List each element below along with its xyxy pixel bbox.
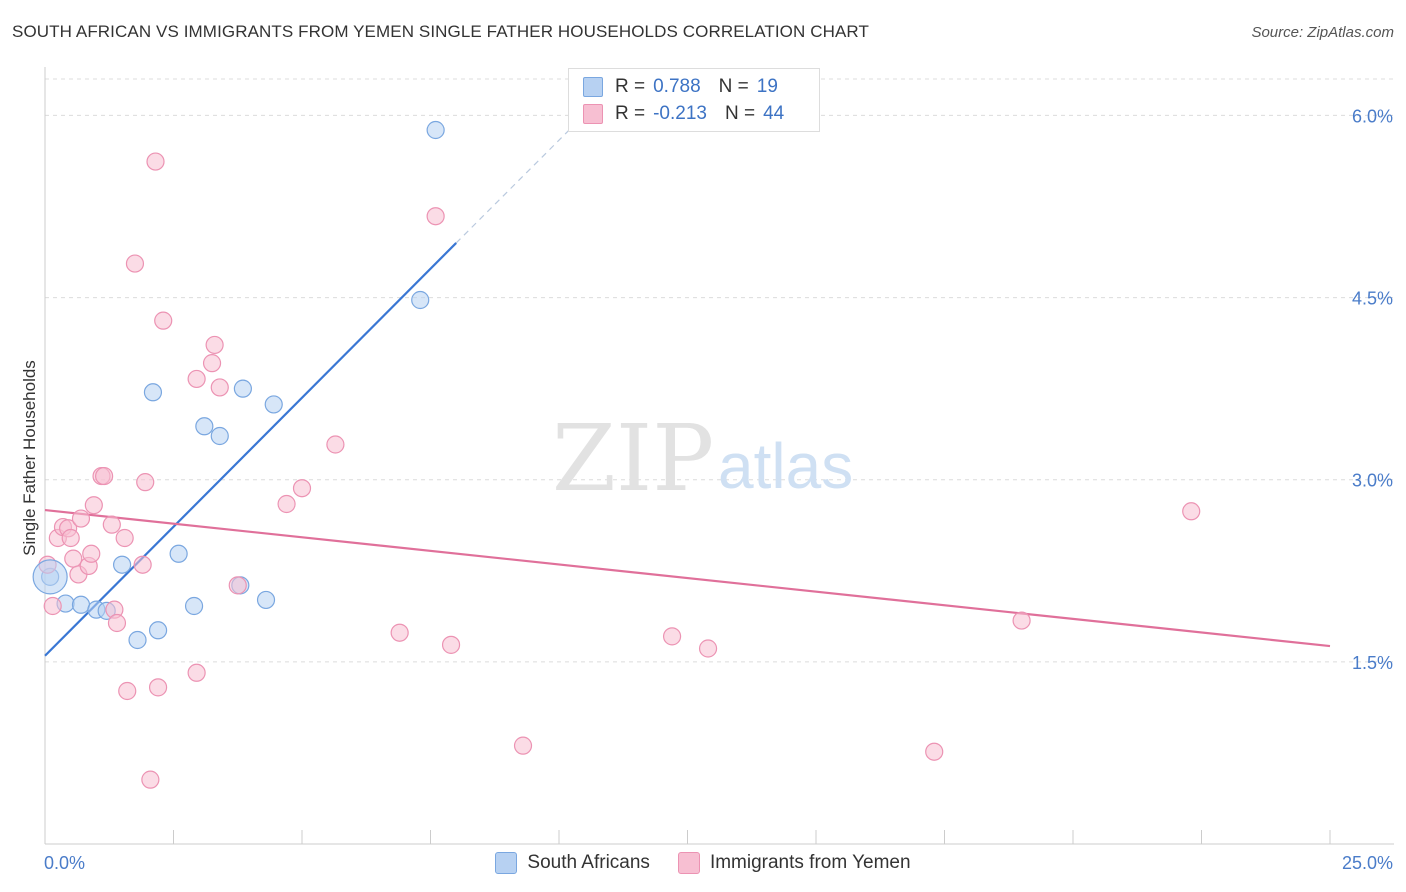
point-yemen xyxy=(107,613,127,633)
point-yemen xyxy=(148,678,168,697)
point-yemen xyxy=(71,509,91,528)
point-south-africans-cluster xyxy=(32,559,68,595)
point-yemen xyxy=(662,627,682,646)
x-tick-label: 0.0% xyxy=(44,853,85,873)
point-yemen xyxy=(136,473,155,492)
watermark-atlas: atlas xyxy=(718,430,853,502)
point-yemen xyxy=(64,549,83,568)
chart-title: SOUTH AFRICAN VS IMMIGRANTS FROM YEMEN S… xyxy=(12,22,869,41)
trend-layer xyxy=(44,108,1331,657)
point-yemen xyxy=(426,207,445,226)
trendline-south-africans xyxy=(44,242,457,657)
y-tick-label: 3.0% xyxy=(1352,471,1393,491)
point-yemen xyxy=(115,528,134,548)
legend-row-yemen: R = -0.213 N = 44 xyxy=(583,102,784,126)
x-tick-label: 25.0% xyxy=(1342,853,1393,873)
point-yemen xyxy=(141,770,160,789)
legend-n-value: 19 xyxy=(756,76,778,97)
legend-item-south-africans[interactable]: South Africans xyxy=(495,852,650,874)
point-yemen xyxy=(210,378,229,397)
point-yemen xyxy=(205,335,224,355)
point-yemen xyxy=(277,494,296,514)
point-yemen xyxy=(390,623,409,642)
legend-r-value: 0.788 xyxy=(653,76,701,97)
legend-swatch-pink xyxy=(583,104,603,124)
axis-layer: 1.5% 3.0% 4.5% 6.0% 0.0% 25.0% xyxy=(44,67,1394,873)
legend-item-yemen[interactable]: Immigrants from Yemen xyxy=(677,852,911,874)
point-yemen xyxy=(154,311,173,330)
point-south-africans xyxy=(148,621,168,640)
legend-n-value: 44 xyxy=(763,103,785,124)
point-south-africans xyxy=(169,544,188,563)
point-yemen xyxy=(1012,611,1031,630)
point-yemen xyxy=(146,152,165,171)
legend-swatch-blue xyxy=(495,852,518,874)
watermark-zip: ZIP xyxy=(552,405,714,512)
grid-layer xyxy=(45,78,1394,663)
trendline-south-africans-extension xyxy=(455,108,591,244)
point-yemen xyxy=(118,681,137,701)
point-south-africans xyxy=(426,120,445,140)
point-yemen xyxy=(1182,502,1201,521)
point-south-africans xyxy=(184,596,204,616)
point-yemen xyxy=(125,254,145,273)
y-axis-label: Single Father Households xyxy=(20,360,39,556)
series-legend: South Africans Immigrants from Yemen xyxy=(0,852,1406,874)
source-label: Source: ZipAtlas.com xyxy=(1251,24,1394,41)
point-yemen xyxy=(82,544,101,563)
point-south-africans xyxy=(210,426,229,446)
legend-swatch-pink xyxy=(677,852,700,874)
y-tick-label: 6.0% xyxy=(1352,106,1393,126)
point-yemen xyxy=(326,435,345,454)
point-yemen xyxy=(187,663,206,682)
point-yemen xyxy=(228,576,247,595)
legend-row-south-africans: R = 0.788 N = 19 xyxy=(583,75,778,99)
point-yemen xyxy=(187,369,206,389)
legend-swatch-blue xyxy=(583,77,603,97)
point-yemen xyxy=(292,479,312,498)
legend-r-value: -0.213 xyxy=(653,103,707,124)
legend-n-label: N = xyxy=(718,76,749,97)
legend-r-label: R = xyxy=(615,103,646,124)
correlation-legend: R = 0.788 N = 19 R = -0.213 N = 44 xyxy=(568,68,820,132)
point-yemen xyxy=(43,596,62,616)
point-south-africans xyxy=(256,590,276,610)
legend-label-yemen: Immigrants from Yemen xyxy=(709,852,911,873)
point-yemen xyxy=(202,354,222,373)
points-layer xyxy=(32,120,1201,789)
point-yemen xyxy=(925,742,944,761)
point-yemen xyxy=(698,639,718,658)
point-south-africans xyxy=(411,290,430,310)
point-south-africans xyxy=(143,383,163,402)
point-yemen xyxy=(84,496,103,515)
point-yemen xyxy=(133,555,152,574)
y-tick-label: 4.5% xyxy=(1352,289,1393,309)
point-yemen xyxy=(513,736,533,755)
point-south-africans xyxy=(128,630,147,650)
point-yemen xyxy=(441,635,461,654)
legend-label-south-africans: South Africans xyxy=(527,852,650,873)
point-yemen xyxy=(61,528,80,548)
point-south-africans xyxy=(195,417,214,436)
point-south-africans xyxy=(112,555,132,574)
trendline-yemen xyxy=(44,508,1331,648)
point-south-africans xyxy=(233,379,252,398)
point-south-africans xyxy=(71,595,91,614)
point-south-africans xyxy=(264,395,283,414)
y-tick-label: 1.5% xyxy=(1352,653,1393,673)
point-yemen xyxy=(95,466,114,486)
legend-n-label: N = xyxy=(724,103,756,124)
legend-r-label: R = xyxy=(615,76,646,97)
point-yemen xyxy=(102,515,121,534)
